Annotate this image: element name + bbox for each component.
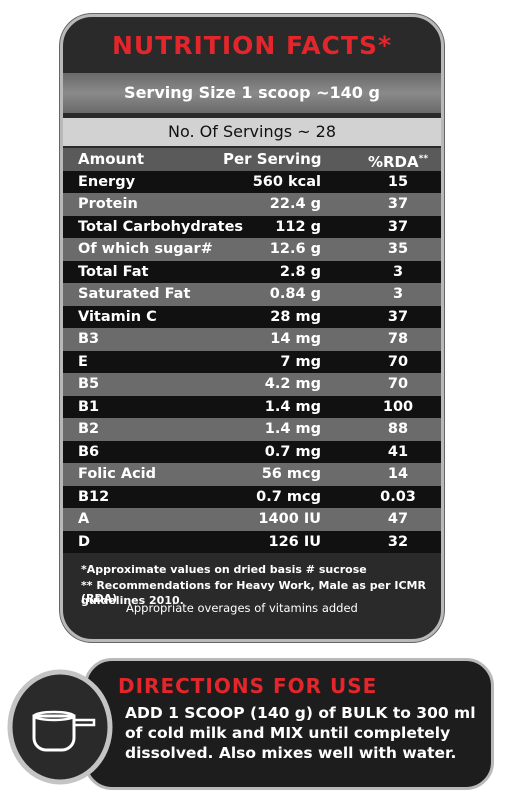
nutrient: E bbox=[78, 353, 88, 370]
table-row: Total Carbohydrates 112 g 37 bbox=[63, 215, 441, 238]
column-header: Amount bbox=[78, 150, 145, 168]
rda: 15 bbox=[387, 173, 409, 190]
servings: No. Of Servings ~ 28 bbox=[63, 118, 441, 146]
nutrient: D bbox=[78, 533, 91, 550]
directions-panel bbox=[84, 658, 494, 790]
serving-size: Serving Size 1 scoop ~140 g bbox=[63, 73, 441, 113]
rda: 37 bbox=[387, 308, 409, 325]
rda: 100 bbox=[382, 398, 414, 415]
nutrient: Saturated Fat bbox=[78, 286, 191, 302]
per-serving: 28 mg bbox=[270, 308, 321, 325]
rda: 70 bbox=[387, 353, 409, 370]
per-serving: 14 mg bbox=[270, 331, 321, 347]
rda: 70 bbox=[387, 376, 409, 392]
nutrition-panel: NUTRITION FACTS* Serving Size 1 scoop ~1… bbox=[60, 14, 444, 642]
scoop-icon bbox=[7, 669, 113, 785]
nutrient: Total Fat bbox=[78, 263, 149, 280]
rda: 3 bbox=[392, 286, 404, 302]
per-serving: 1.4 mg bbox=[264, 421, 321, 437]
header-row: Amount Per Serving %RDA** bbox=[63, 148, 441, 171]
per-serving: 7 mg bbox=[280, 353, 321, 370]
table-row: Folic Acid 56 mcg 14 bbox=[63, 463, 441, 486]
per-serving: 0.7 mcg bbox=[256, 488, 321, 505]
note: Appropriate overages of vitamins added bbox=[126, 601, 358, 615]
directions-line: of cold milk and MIX until completely bbox=[125, 724, 451, 742]
footnote: *Approximate values on dried basis # suc… bbox=[81, 563, 367, 576]
per-serving: 2.8 g bbox=[279, 263, 321, 280]
footnote: ** Recommendations for Heavy Work, Male … bbox=[81, 579, 426, 605]
table-row: Of which sugar# 12.6 g 35 bbox=[63, 238, 441, 261]
table-row: D 126 IU 32 bbox=[63, 530, 441, 553]
directions-line: dissolved. Also mixes well with water. bbox=[125, 744, 457, 762]
rda: 88 bbox=[387, 421, 409, 437]
table-row: Energy 560 kcal 15 bbox=[63, 170, 441, 193]
directions-title: DIRECTIONS FOR USE bbox=[118, 674, 378, 698]
per-serving: 56 mcg bbox=[261, 466, 321, 482]
nutrient: Vitamin C bbox=[78, 308, 157, 325]
table-row: B6 0.7 mg 41 bbox=[63, 440, 441, 463]
nutrient: Of which sugar# bbox=[78, 241, 213, 257]
nutrient: B3 bbox=[78, 331, 100, 347]
table-row: B3 14 mg 78 bbox=[63, 328, 441, 351]
table-row: B1 1.4 mg 100 bbox=[63, 395, 441, 418]
nutrient: Energy bbox=[78, 173, 136, 190]
table-row: B2 1.4 mg 88 bbox=[63, 418, 441, 441]
directions-line: ADD 1 SCOOP (140 g) of BULK to 300 ml bbox=[125, 704, 476, 722]
table-row: Total Fat 2.8 g 3 bbox=[63, 260, 441, 283]
rda: 3 bbox=[392, 263, 404, 280]
per-serving: 560 kcal bbox=[252, 173, 321, 190]
per-serving: 1.4 mg bbox=[264, 398, 321, 415]
nutrient: B2 bbox=[78, 421, 100, 437]
column-header: Per Serving bbox=[223, 150, 322, 168]
nutrient: A bbox=[78, 511, 90, 527]
nutrient: B12 bbox=[78, 488, 110, 505]
per-serving: 4.2 mg bbox=[264, 376, 321, 392]
per-serving: 112 g bbox=[275, 218, 321, 235]
per-serving: 126 IU bbox=[268, 533, 322, 550]
per-serving: 1400 IU bbox=[258, 511, 321, 527]
nutrient: Total Carbohydrates bbox=[78, 218, 244, 235]
nutrient: Folic Acid bbox=[78, 466, 157, 482]
per-serving: 12.6 g bbox=[269, 241, 321, 257]
table-row: A 1400 IU 47 bbox=[63, 508, 441, 531]
per-serving: 0.7 mg bbox=[264, 443, 321, 460]
rda: 35 bbox=[387, 241, 409, 257]
table-row: Saturated Fat 0.84 g 3 bbox=[63, 283, 441, 306]
footnote: guidelines 2010. bbox=[81, 594, 184, 607]
rda: 41 bbox=[387, 443, 409, 460]
table-row: E 7 mg 70 bbox=[63, 350, 441, 373]
nutrient: B6 bbox=[78, 443, 100, 460]
nutrient: B5 bbox=[78, 376, 100, 392]
rda: 0.03 bbox=[380, 488, 416, 505]
table-row: B12 0.7 mcg 0.03 bbox=[63, 485, 441, 508]
column-header: %RDA** bbox=[363, 148, 433, 174]
rda: 14 bbox=[387, 466, 409, 482]
table-row: Protein 22.4 g 37 bbox=[63, 193, 441, 216]
nutrient: Protein bbox=[78, 196, 138, 212]
rda: 32 bbox=[387, 533, 409, 550]
per-serving: 0.84 g bbox=[269, 286, 321, 302]
table-row: B5 4.2 mg 70 bbox=[63, 373, 441, 396]
column-header-text: %RDA bbox=[367, 153, 419, 171]
table-row: Vitamin C 28 mg 37 bbox=[63, 305, 441, 328]
rda: 37 bbox=[387, 218, 409, 235]
rda: 47 bbox=[387, 511, 409, 527]
title: NUTRITION FACTS* bbox=[111, 31, 393, 60]
nutrient: B1 bbox=[78, 398, 100, 415]
per-serving: 22.4 g bbox=[269, 196, 321, 212]
rda: 37 bbox=[387, 196, 409, 212]
rda-mark: ** bbox=[418, 154, 429, 164]
rda: 78 bbox=[387, 331, 409, 347]
